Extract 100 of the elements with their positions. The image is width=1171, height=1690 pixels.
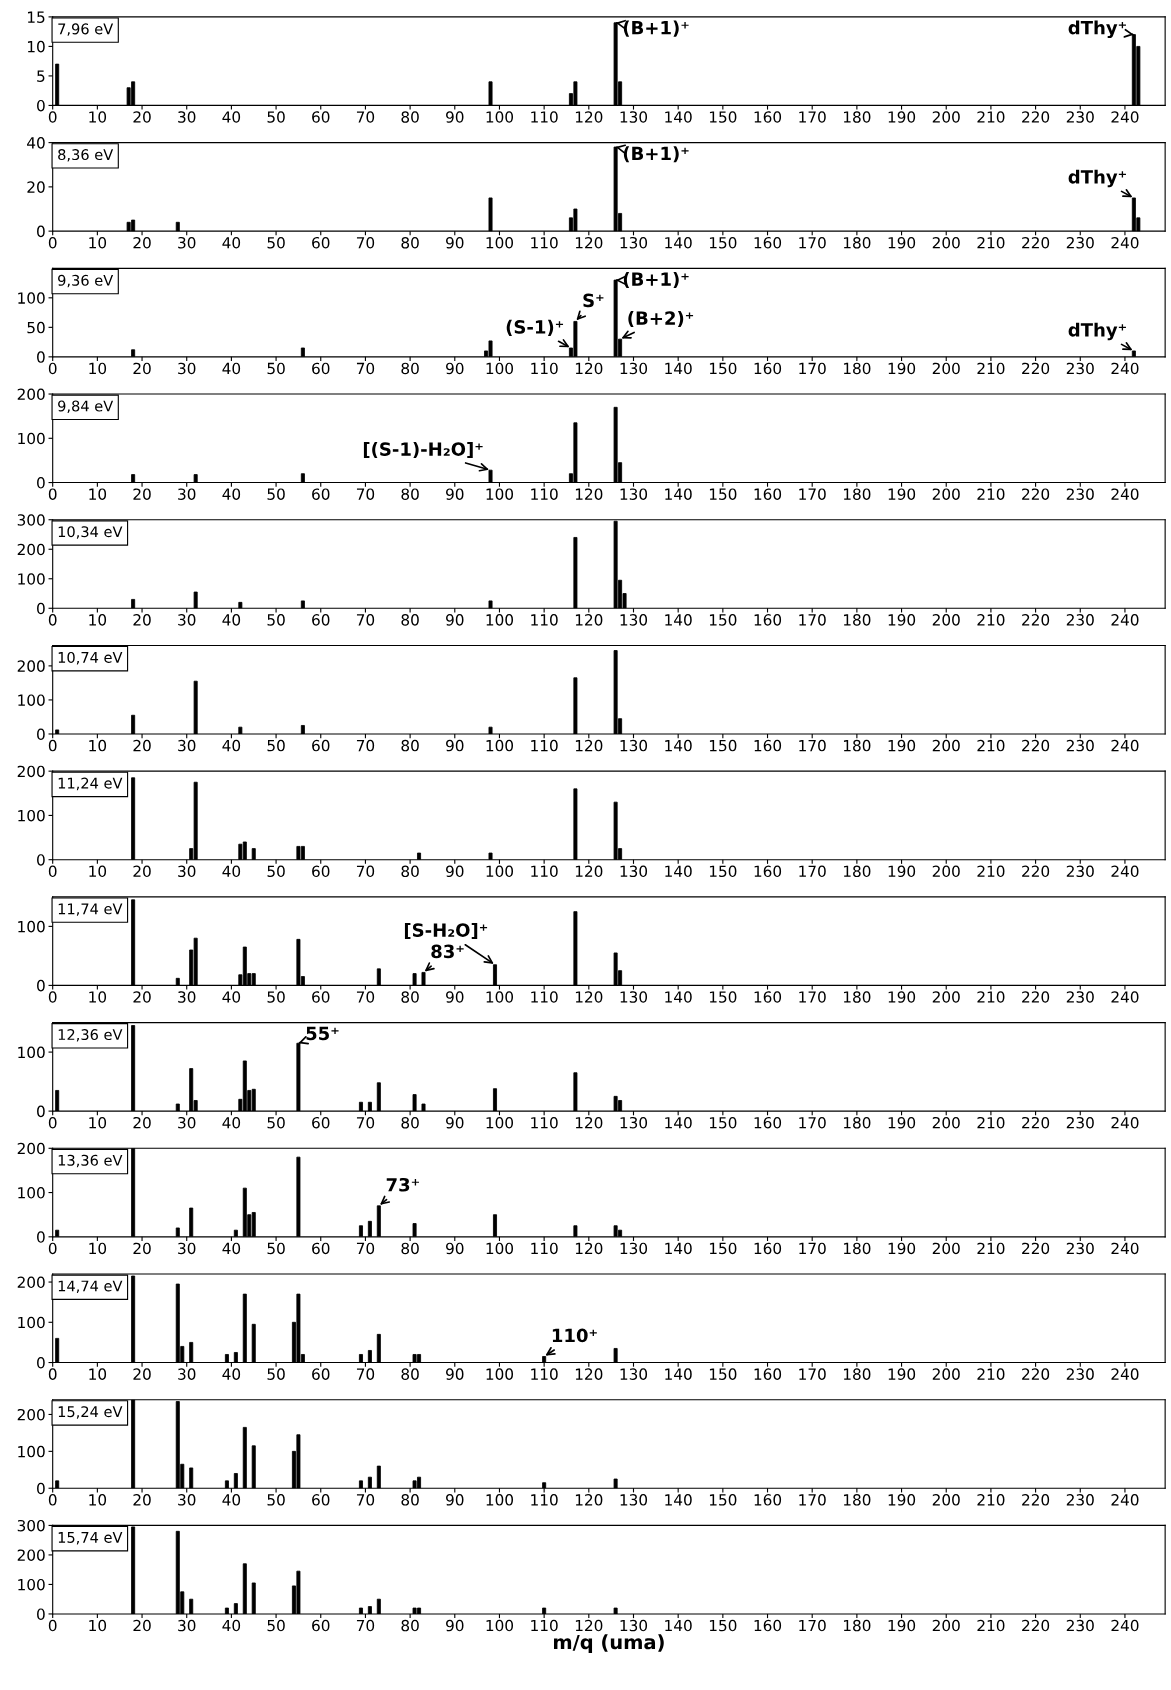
x-tick-label: 190 xyxy=(888,1116,916,1129)
x-tick-label: 70 xyxy=(356,1494,375,1506)
x-tick-label: 210 xyxy=(977,236,1005,249)
x-tick-label: 10 xyxy=(89,739,107,752)
x-tick-label: 200 xyxy=(932,739,960,752)
annotation: (S-1)⁺ xyxy=(506,319,564,336)
x-tick-label: 0 xyxy=(48,991,57,1003)
x-tick-label: 40 xyxy=(222,362,241,375)
x-tick-label: 40 xyxy=(222,236,241,249)
x-tick-label: 200 xyxy=(932,1368,960,1380)
x-tick-label: 140 xyxy=(665,865,692,878)
y-tick-label: 300 xyxy=(17,514,45,526)
y-tick-label: 0 xyxy=(37,602,45,615)
x-tick-label: 150 xyxy=(709,1242,737,1255)
x-tick-label: 50 xyxy=(267,236,285,249)
x-tick-label: 120 xyxy=(575,111,603,123)
x-tick-label: 20 xyxy=(133,1242,151,1255)
y-tick-label: 5 xyxy=(37,70,45,82)
x-tick-label: 160 xyxy=(754,1494,782,1506)
x-tick-label: 190 xyxy=(888,1494,916,1506)
x-tick-label: 150 xyxy=(709,614,737,626)
x-tick-label: 180 xyxy=(843,111,871,123)
x-tick-label: 160 xyxy=(754,739,782,752)
x-tick-label: 180 xyxy=(843,488,871,500)
annotation: (B+1)⁺ xyxy=(623,146,689,163)
y-tick-label: 20 xyxy=(27,181,45,193)
x-tick-label: 210 xyxy=(977,111,1005,123)
y-tick-label: 200 xyxy=(17,1549,45,1561)
x-tick-label: 230 xyxy=(1066,865,1094,878)
x-tick-label: 130 xyxy=(620,1116,648,1129)
x-tick-label: 200 xyxy=(932,1116,960,1129)
annotation: dThy⁺ xyxy=(1068,20,1126,39)
x-tick-label: 90 xyxy=(446,1619,464,1632)
x-tick-label: 70 xyxy=(356,614,375,626)
x-tick-label: 110 xyxy=(531,614,558,626)
x-tick-label: 40 xyxy=(222,1619,241,1632)
x-tick-label: 40 xyxy=(222,1116,241,1129)
x-tick-label: 30 xyxy=(178,111,196,123)
x-tick-label: 80 xyxy=(401,1494,419,1506)
x-tick-label: 190 xyxy=(888,1368,916,1380)
annotation: (B+2)⁺ xyxy=(628,310,694,328)
x-tick-label: 170 xyxy=(799,362,826,375)
x-tick-label: 230 xyxy=(1066,1494,1094,1506)
y-tick-label: 100 xyxy=(18,694,45,706)
x-tick-label: 210 xyxy=(977,614,1005,626)
y-tick-label: 0 xyxy=(37,1357,45,1369)
x-tick-label: 40 xyxy=(222,865,241,878)
x-tick-label: 130 xyxy=(620,236,648,249)
x-tick-label: 190 xyxy=(888,614,916,626)
x-tick-label: 240 xyxy=(1111,111,1139,123)
x-tick-label: 160 xyxy=(754,362,782,375)
x-tick-label: 160 xyxy=(754,111,782,123)
x-tick-label: 30 xyxy=(178,1368,196,1380)
x-tick-label: 120 xyxy=(575,614,603,626)
x-tick-label: 0 xyxy=(48,1619,57,1632)
x-tick-label: 150 xyxy=(709,1368,737,1380)
x-tick-label: 60 xyxy=(312,362,330,375)
x-tick-label: 160 xyxy=(754,236,782,249)
x-tick-label: 150 xyxy=(709,739,737,752)
x-tick-label: 220 xyxy=(1022,1494,1050,1506)
x-tick-label: 30 xyxy=(178,1619,196,1632)
y-tick-label: 100 xyxy=(18,573,45,585)
x-tick-label: 220 xyxy=(1022,111,1050,123)
x-tick-label: 130 xyxy=(620,1242,648,1255)
x-tick-label: 140 xyxy=(665,236,692,249)
x-tick-label: 200 xyxy=(932,991,960,1003)
y-tick-label: 100 xyxy=(18,1046,45,1059)
x-tick-label: 230 xyxy=(1066,362,1094,375)
x-tick-label: 40 xyxy=(222,1494,241,1506)
x-tick-label: 20 xyxy=(133,865,151,878)
x-tick-label: 200 xyxy=(932,1494,960,1506)
x-tick-label: 220 xyxy=(1022,1242,1050,1255)
x-tick-label: 20 xyxy=(133,1116,151,1129)
x-tick-label: 30 xyxy=(178,362,196,375)
x-tick-label: 30 xyxy=(178,236,196,249)
x-tick-label: 240 xyxy=(1111,991,1139,1003)
x-tick-label: 40 xyxy=(222,1242,241,1255)
y-tick-label: 10 xyxy=(27,40,45,53)
x-tick-label: 210 xyxy=(977,865,1005,878)
x-tick-label: 120 xyxy=(575,1494,603,1506)
x-tick-label: 20 xyxy=(133,362,151,375)
x-tick-label: 240 xyxy=(1111,865,1139,878)
chart-title: 7,96 eV xyxy=(58,23,114,36)
x-tick-label: 90 xyxy=(446,362,464,375)
x-tick-label: 180 xyxy=(843,614,871,626)
x-tick-label: 10 xyxy=(89,1494,107,1506)
x-tick-label: 130 xyxy=(620,1494,648,1506)
x-tick-label: 100 xyxy=(486,739,514,752)
y-tick-label: 0 xyxy=(37,225,45,238)
x-tick-label: 100 xyxy=(486,865,514,878)
x-tick-label: 40 xyxy=(222,614,241,626)
annotation: (B+1)⁺ xyxy=(623,272,689,289)
x-tick-label: 0 xyxy=(48,1368,57,1380)
x-tick-label: 140 xyxy=(665,739,692,752)
x-tick-label: 210 xyxy=(977,991,1005,1003)
x-tick-label: 240 xyxy=(1111,488,1139,500)
y-tick-label: 100 xyxy=(18,1445,45,1458)
x-tick-label: 160 xyxy=(754,1116,782,1129)
x-tick-label: 210 xyxy=(977,1116,1005,1129)
x-tick-label: 20 xyxy=(133,739,151,752)
